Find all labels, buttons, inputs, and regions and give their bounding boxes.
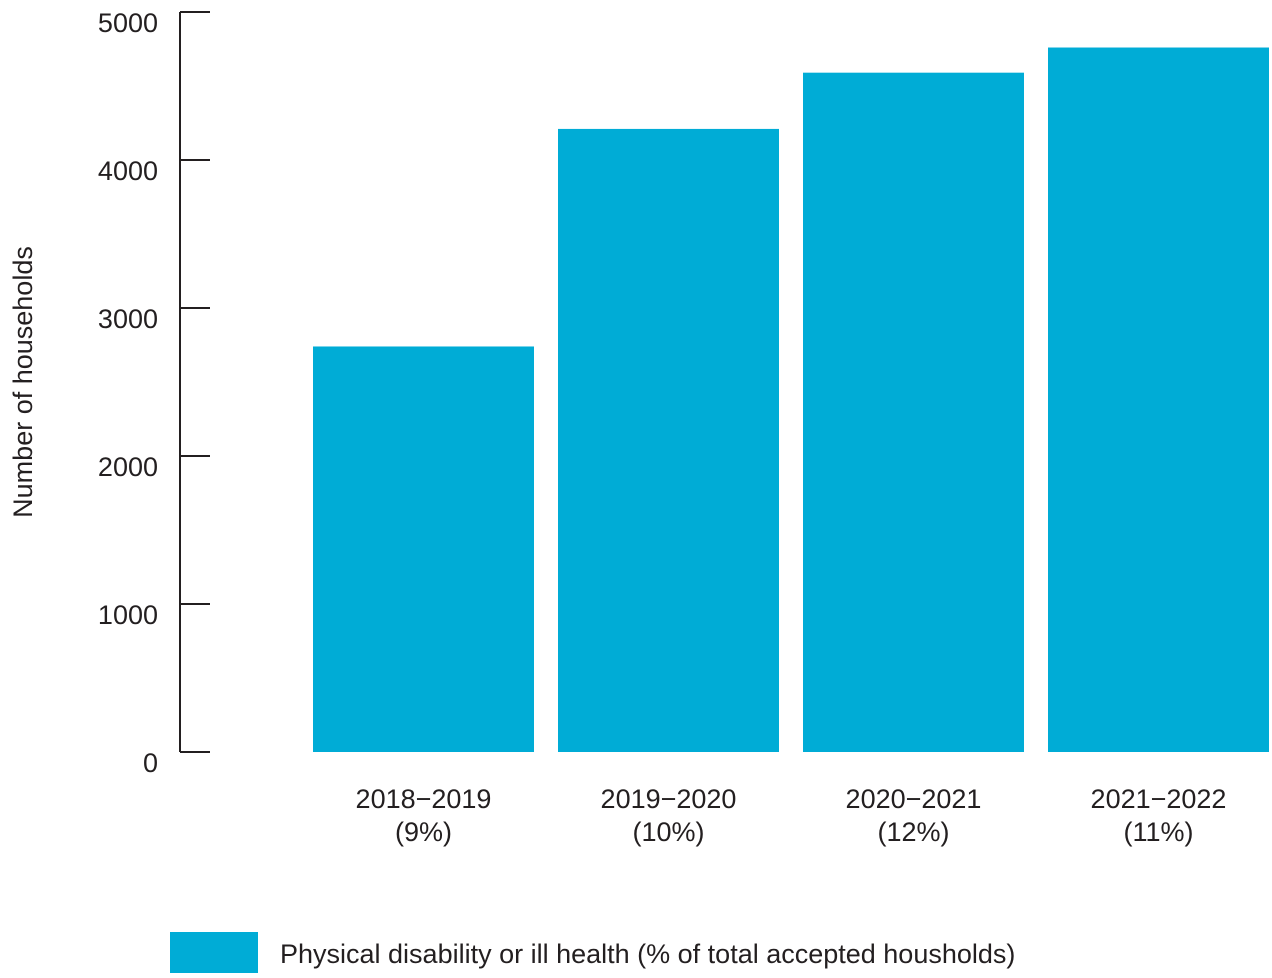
x-category-sublabel: (12%) [877,817,949,847]
y-axis-title: Number of households [8,246,38,518]
y-tick-label: 3000 [98,304,158,334]
y-tick-label: 0 [143,748,158,778]
legend: Physical disability or ill health (% of … [170,932,1015,973]
x-category-label: 2021−2022 [1091,784,1227,814]
legend-swatch [170,932,258,973]
bar [1048,47,1269,752]
x-axis-labels: 2018−2019(9%) 2019−2020(10%) 2020−2021(12%… [356,784,1227,847]
x-category-sublabel: (9%) [395,817,452,847]
y-tick-label: 1000 [98,600,158,630]
bar [313,346,534,752]
bar [558,128,779,753]
x-category-label: 2020−2021 [846,784,982,814]
legend-label: Physical disability or ill health (% of … [280,939,1015,969]
x-category-sublabel: (11%) [1123,817,1193,847]
bar [803,72,1024,753]
x-category-label: 2019−2020 [601,784,737,814]
y-tick-label: 5000 [98,8,158,38]
bars-group [313,47,1269,753]
x-category-sublabel: (10%) [632,817,704,847]
x-category-label: 2018−2019 [356,784,492,814]
y-tick-label: 2000 [98,452,158,482]
y-axis-ticks: 0 1000 2000 3000 4000 5000 [98,8,210,778]
y-tick-label: 4000 [98,156,158,186]
